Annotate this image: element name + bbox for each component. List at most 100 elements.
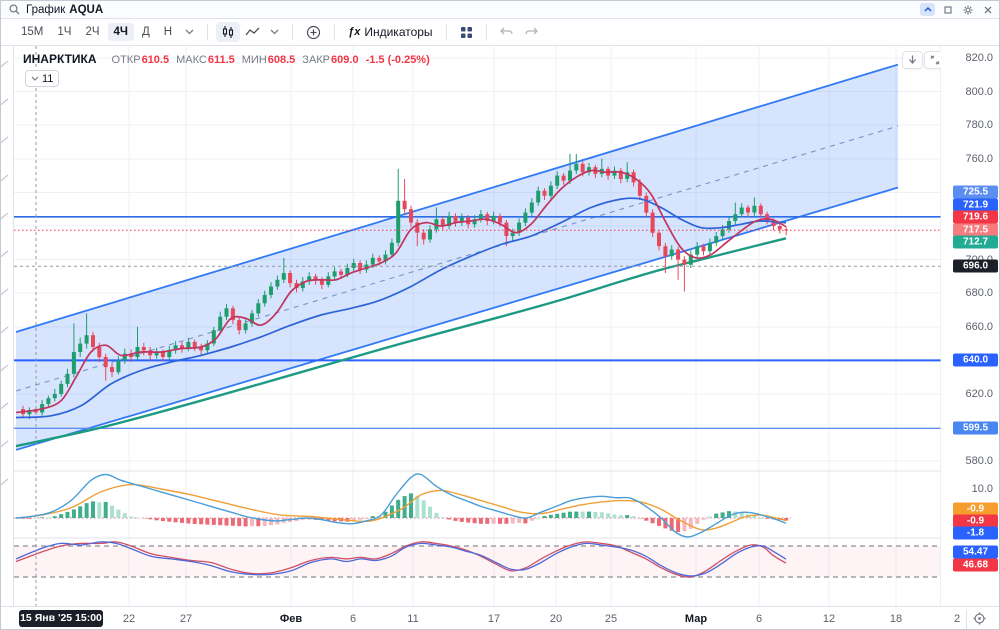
candles-layer	[21, 153, 789, 420]
price-axis[interactable]: 820.0800.0780.0760.0700.0680.0660.0620.0…	[941, 46, 999, 606]
price-tick: 800.0	[965, 85, 993, 98]
undo-icon[interactable]	[495, 24, 519, 40]
price-tick: 780.0	[965, 119, 993, 132]
time-axis-settings-icon[interactable]	[973, 612, 986, 629]
price-tick: 620.0	[965, 388, 993, 400]
price-tick: 660.0	[965, 320, 993, 333]
open-label: ОТКР	[111, 54, 141, 66]
drawing-tool-icon[interactable]	[1, 210, 10, 224]
time-tick: 6	[755, 613, 763, 625]
search-icon[interactable]	[9, 4, 20, 15]
crosshair-price-label: 696.0	[953, 259, 998, 273]
window-controls	[920, 3, 995, 16]
redo-icon[interactable]	[519, 24, 543, 40]
price-label-chip: -1.8	[953, 526, 998, 540]
time-axis[interactable]: 15 Янв '25 15:00 22 27 Фев 6 11 17 20 25 Мар 6 12 1…	[1, 606, 999, 629]
maximize-chart-icon[interactable]	[924, 51, 945, 69]
price-label-chip: 721.9	[953, 198, 998, 211]
open-value: 610.5	[141, 54, 170, 66]
drawing-tool-icon[interactable]	[1, 58, 10, 72]
time-tick: 25	[604, 613, 618, 625]
legend-symbol-name: ИНАРКТИКА	[23, 52, 97, 66]
chart-toolbar: 15М 1Ч 2Ч 4Ч Д Н ƒx Индикаторы	[1, 19, 999, 46]
low-label: МИН	[241, 54, 267, 66]
drawing-tool-icon[interactable]	[1, 324, 10, 338]
symbol-legend: ИНАРКТИКА ОТКР610.5 МАКС611.5 МИН608.5 ЗАКР6…	[23, 52, 430, 66]
indicators-count: 11	[42, 72, 54, 85]
price-tick: 760.0	[965, 152, 993, 165]
horizontal-rays	[14, 216, 941, 429]
time-tick: 22	[122, 613, 136, 625]
price-label-chip: 712.7	[953, 235, 998, 249]
timeframe-dropdown-chevron-icon[interactable]	[180, 26, 199, 38]
axis-separator	[966, 609, 967, 629]
price-label-chip: 54.47	[953, 545, 998, 559]
time-tick: 2	[953, 613, 961, 625]
close-label: ЗАКР	[302, 54, 331, 66]
price-tick: 680.0	[965, 287, 993, 300]
timeframe-day[interactable]: Д	[141, 26, 150, 38]
mid-ma-line	[15, 197, 787, 419]
collapse-window-icon[interactable]	[920, 3, 935, 16]
drawing-tool-icon[interactable]	[1, 248, 10, 262]
window-title[interactable]: График	[26, 3, 66, 16]
price-tick: 580.0	[965, 455, 993, 468]
drawing-tool-icon[interactable]	[1, 438, 10, 452]
price-label-chip: -0.9	[953, 502, 998, 516]
time-tick: 6	[349, 613, 357, 625]
style-dropdown-chevron-icon[interactable]	[265, 26, 284, 38]
time-tick: Мар	[684, 613, 708, 625]
toolbar-separator	[207, 24, 209, 40]
price-label-chip: 46.68	[953, 558, 998, 571]
symbol-name[interactable]: AQUA	[69, 3, 104, 16]
slow-ma-line	[15, 237, 787, 448]
close-value: 609.0	[331, 54, 359, 66]
drawing-tool-icon[interactable]	[1, 362, 10, 376]
drawing-tool-icon[interactable]	[1, 476, 10, 490]
close-window-icon[interactable]	[980, 3, 995, 16]
timeframe-2h[interactable]: 2Ч	[85, 26, 100, 38]
indicators-button[interactable]: ƒx Индикаторы	[343, 22, 437, 42]
parallel-channel	[15, 63, 899, 451]
change-value: -1.5 (-0.25%)	[365, 54, 430, 66]
maximize-window-icon[interactable]	[940, 3, 955, 16]
grid-layer	[14, 46, 941, 606]
layout-grid-icon[interactable]	[455, 23, 478, 42]
fx-icon: ƒx	[348, 26, 361, 38]
low-value: 608.5	[267, 54, 296, 66]
collapsed-indicators-button[interactable]: 11	[25, 70, 60, 87]
price-label-chip: -0.9	[953, 514, 998, 528]
timeframe-4h-selected[interactable]: 4Ч	[107, 23, 134, 41]
compare-add-icon[interactable]	[301, 22, 326, 43]
drawing-tool-icon[interactable]	[1, 96, 10, 110]
high-value: 611.5	[207, 54, 235, 66]
macd-panel	[14, 473, 791, 538]
time-tick: 12	[822, 613, 836, 625]
time-tick: 17	[487, 613, 501, 625]
price-tick: 820.0	[965, 52, 993, 64]
price-tick: 10.0	[971, 483, 993, 495]
timeframe-week[interactable]: Н	[163, 26, 173, 38]
time-tick: 11	[407, 613, 419, 625]
drawing-tool-icon[interactable]	[1, 172, 10, 186]
drawing-tool-icon[interactable]	[1, 134, 10, 148]
candle-style-icon[interactable]	[216, 22, 241, 42]
price-label-chip: 725.5	[953, 185, 998, 199]
crosshair-time-label: 15 Янв '25 15:00	[19, 610, 103, 627]
stoch-panel	[14, 541, 941, 578]
line-style-icon[interactable]	[240, 23, 265, 41]
time-tick: 18	[889, 613, 903, 625]
fast-ma-line	[15, 169, 787, 414]
toolbar-separator	[334, 24, 336, 40]
window-settings-icon[interactable]	[960, 3, 975, 16]
moving-averages-layer	[15, 237, 787, 448]
time-tick: 27	[179, 613, 193, 625]
scroll-to-recent-icon[interactable]	[902, 51, 923, 69]
drawing-tool-icon[interactable]	[1, 400, 10, 414]
drawing-tool-icon[interactable]	[1, 286, 10, 300]
timeframe-1h[interactable]: 1Ч	[57, 26, 72, 38]
timeframe-15m[interactable]: 15М	[21, 26, 44, 38]
drawing-tools-strip[interactable]	[1, 46, 14, 606]
high-label: МАКС	[176, 54, 207, 66]
